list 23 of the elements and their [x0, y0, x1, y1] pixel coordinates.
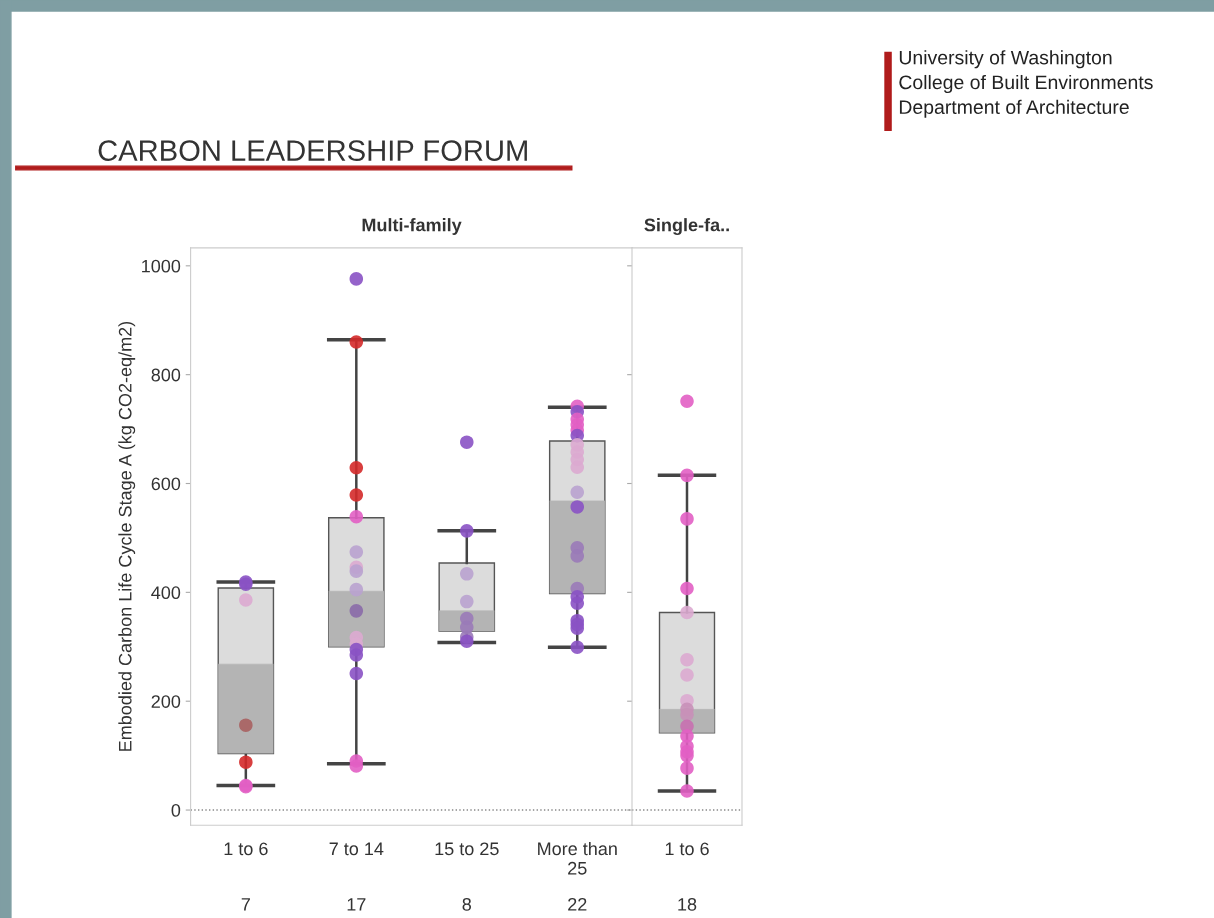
- x-tick-label: 1 to 6: [224, 842, 268, 856]
- x-tick-label: 7 to 14: [329, 842, 384, 856]
- x-tick-label: 1 to 6: [665, 842, 709, 856]
- text: 22: [568, 897, 587, 911]
- text: 18: [678, 897, 697, 911]
- x-tick-label: 15 to 25: [435, 842, 499, 856]
- y-tick-label: 0: [171, 803, 181, 817]
- y-tick-label: 1000: [142, 259, 181, 273]
- y-tick-label: 600: [151, 477, 181, 491]
- text: 17: [347, 898, 366, 911]
- text: 8: [462, 897, 472, 911]
- y-tick-label: 800: [151, 368, 181, 382]
- text: College of Built Environments: [899, 74, 1153, 94]
- text: CARBON LEADERSHIP FORUM: [98, 140, 527, 161]
- text: Department of Architecture: [899, 99, 1129, 118]
- text: University of Washington: [899, 50, 1112, 69]
- y-axis-title: Embodied Carbon Life Cycle Stage A (kg CO2-eq/m2): [118, 321, 136, 751]
- y-tick-label: 400: [151, 586, 181, 600]
- text: 7: [241, 898, 250, 911]
- y-tick-label: 200: [151, 695, 181, 708]
- chart-title: Multi-family: [362, 218, 462, 235]
- x-tick-label: More than 25: [538, 841, 617, 875]
- chart-title: Single-fa..: [644, 218, 729, 236]
